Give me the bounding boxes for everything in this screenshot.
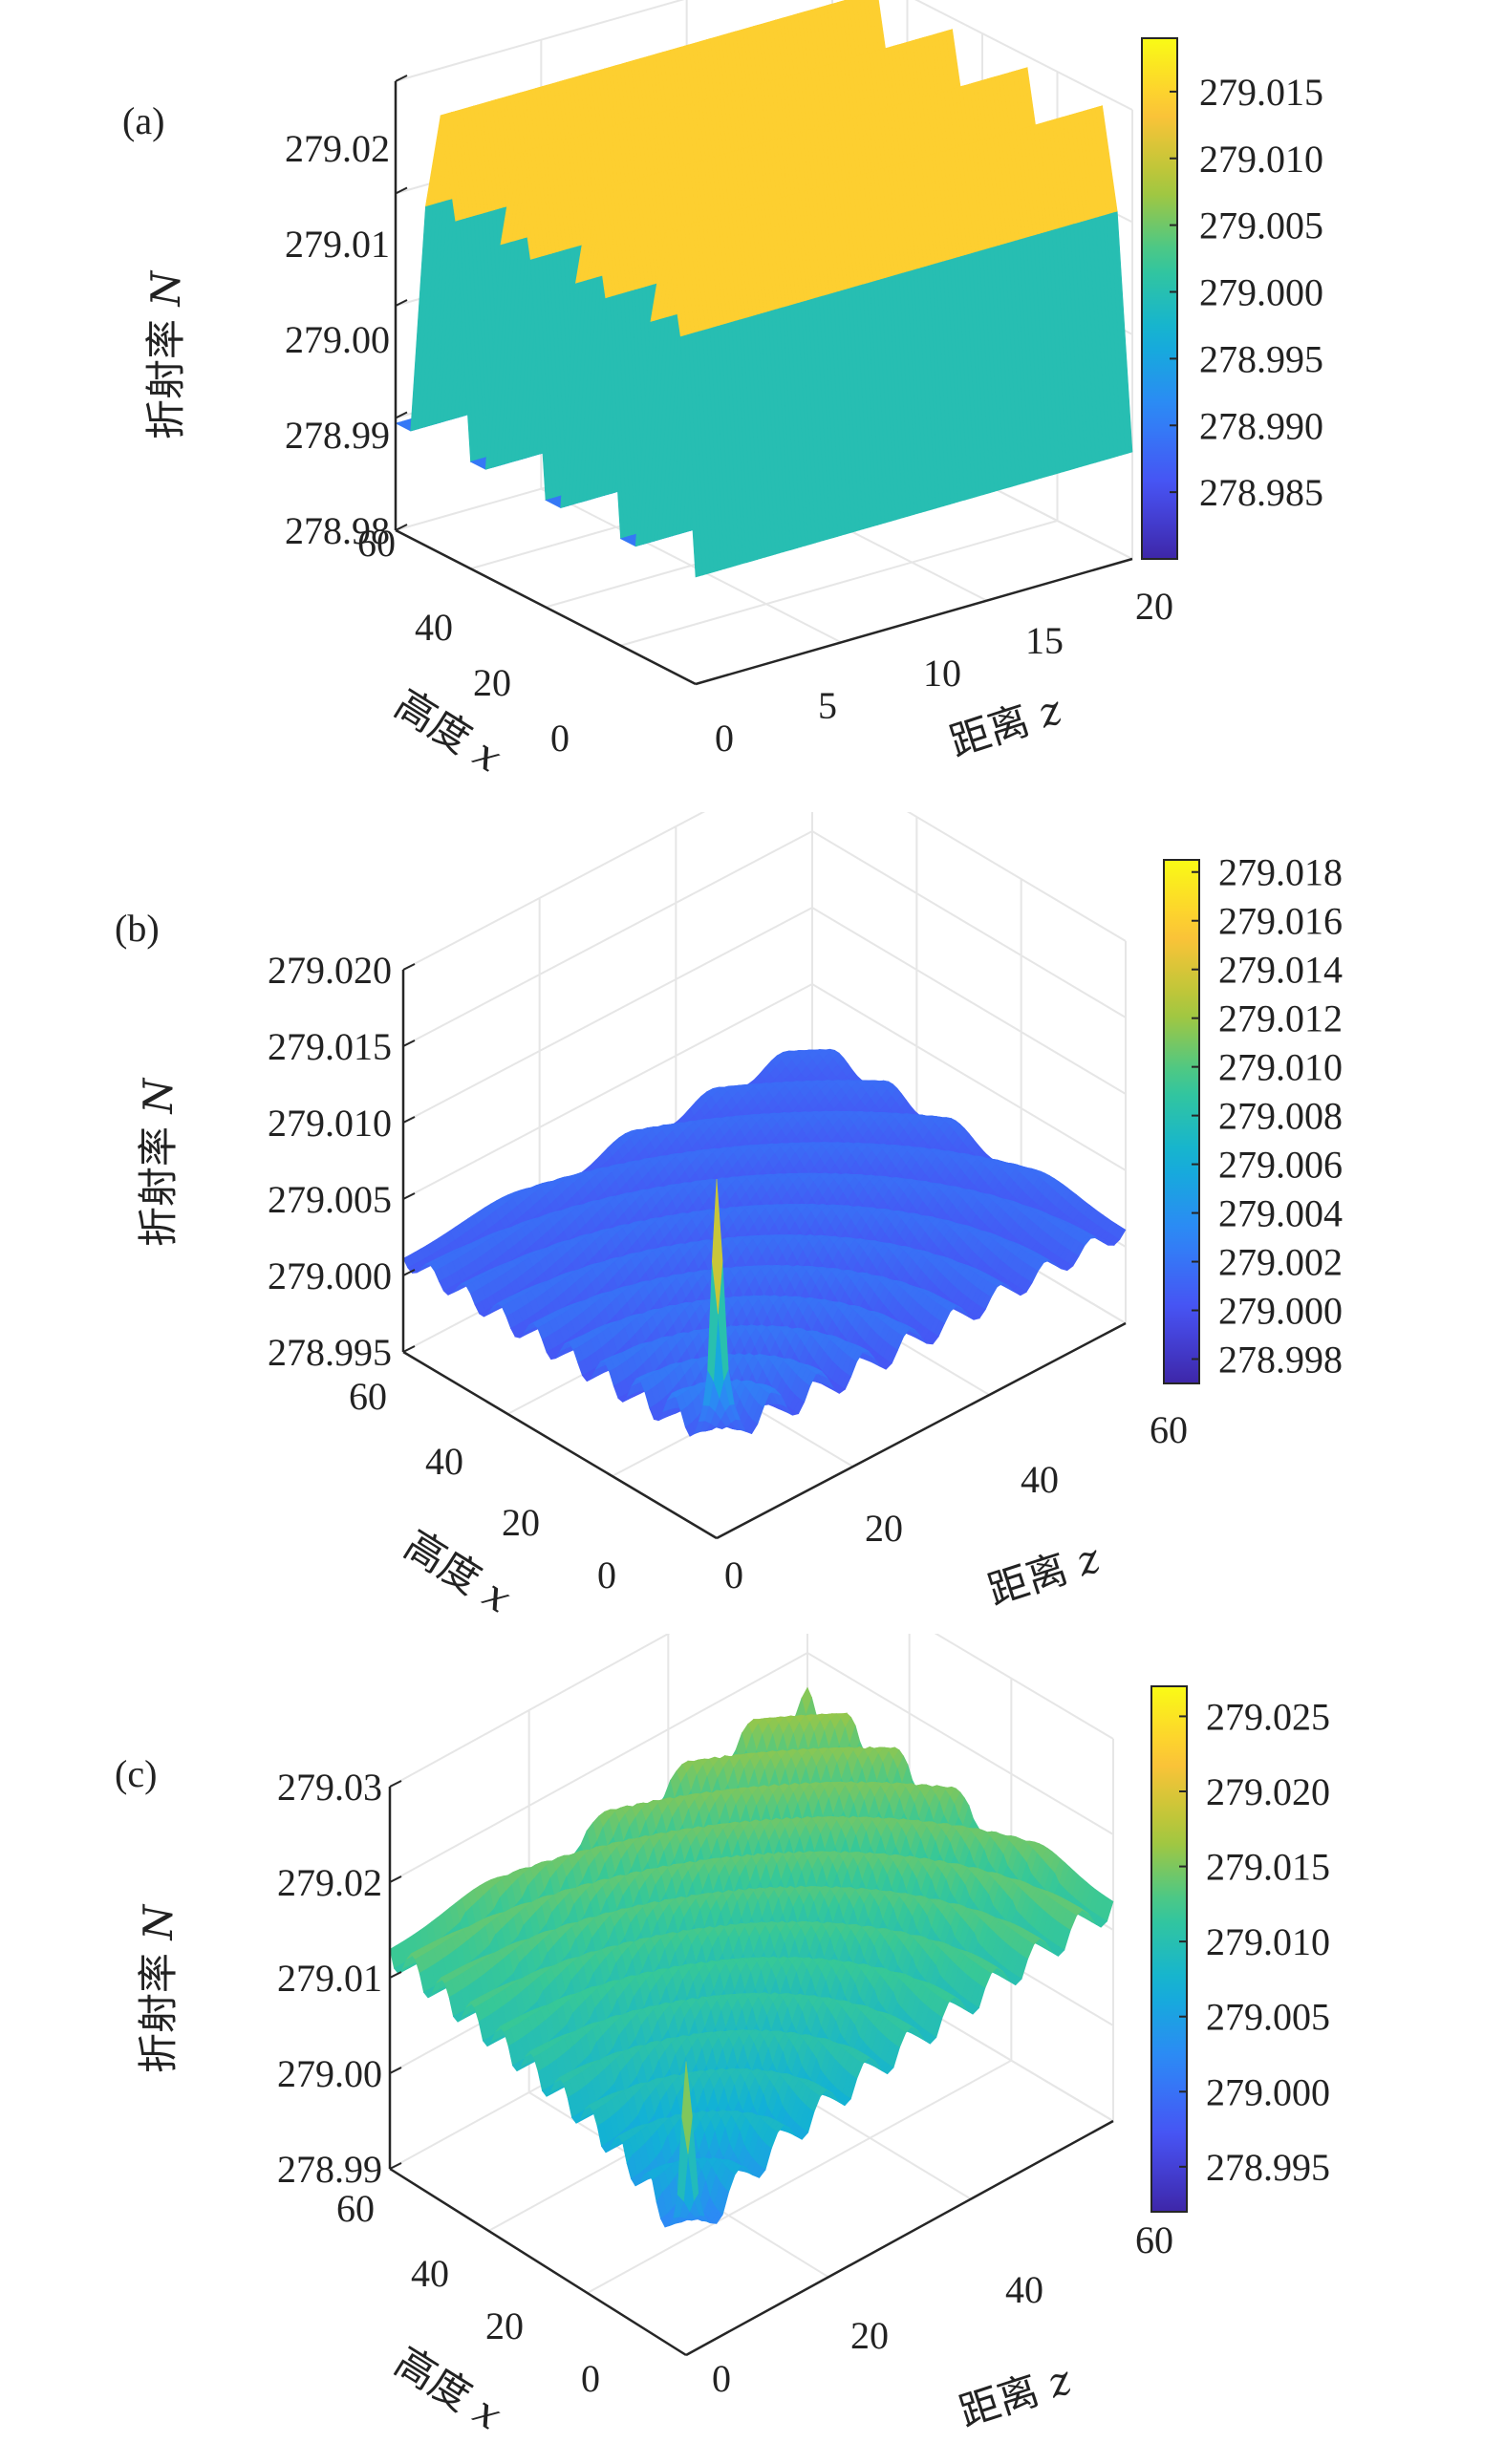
colorbar-tick-label: 279.000 (1199, 271, 1323, 314)
x-tick-label: 60 (357, 522, 396, 565)
colorbar-tick-label: 278.985 (1199, 471, 1323, 514)
n-tick-label: 278.98 (285, 509, 390, 552)
colorbar-tick-label: 278.995 (1199, 337, 1323, 380)
n-tick-label: 279.02 (285, 127, 390, 170)
chart-a: 278.98 278.99 279.00 279.01 279.02 60 40 20 0 0 5 1… (122, 0, 1323, 782)
n-tick-label: 279.00 (285, 318, 390, 361)
panel-a: 278.98 278.99 279.00 279.01 279.02 60 40 20 0 0 5 1… (0, 0, 1505, 803)
tick-mark (395, 299, 408, 307)
z-tick-label: 20 (1135, 585, 1173, 628)
colorbar (1141, 37, 1178, 560)
colorbar-tick-label: 279.010 (1199, 138, 1323, 181)
tick-mark (395, 411, 408, 419)
n-tick-label: 279.01 (285, 223, 390, 266)
panel-b: 278.995 279.000 279.005 279.010 279.015 279.0… (0, 812, 1505, 1624)
tick-mark (395, 186, 408, 195)
surface (402, 1048, 1127, 1437)
colorbar-tick-label: 278.990 (1199, 404, 1323, 447)
distance-axis-label: 距离 z (944, 686, 1068, 766)
z-tick-label: 5 (818, 684, 837, 727)
x-tick-label: 0 (550, 717, 570, 760)
z-tick-label: 0 (715, 717, 734, 760)
chart-b: 278.995279.000279.005279.010279.015279.0… (115, 812, 1343, 1622)
axis-z (695, 557, 1133, 686)
grid-line (402, 812, 1127, 971)
surface-patch (679, 335, 700, 578)
z-tick-label: 15 (1025, 619, 1064, 662)
grid-line (620, 520, 1058, 647)
tick-mark (395, 75, 408, 82)
colorbar-tick-label: 279.005 (1199, 204, 1323, 247)
panel-tag: (a) (122, 99, 164, 142)
axis-x (395, 528, 697, 686)
grid-line (402, 829, 1127, 1047)
colorbar-tick-label: 279.015 (1199, 71, 1323, 114)
surface (395, 0, 1133, 578)
n-axis-label: 折射率 N (142, 270, 189, 439)
tick-mark (395, 524, 408, 531)
x-tick-label: 40 (415, 606, 453, 649)
z-tick-label: 10 (923, 652, 961, 695)
axes (394, 75, 1133, 686)
x-tick-label: 20 (473, 661, 511, 704)
n-tick-label: 278.99 (285, 414, 390, 457)
